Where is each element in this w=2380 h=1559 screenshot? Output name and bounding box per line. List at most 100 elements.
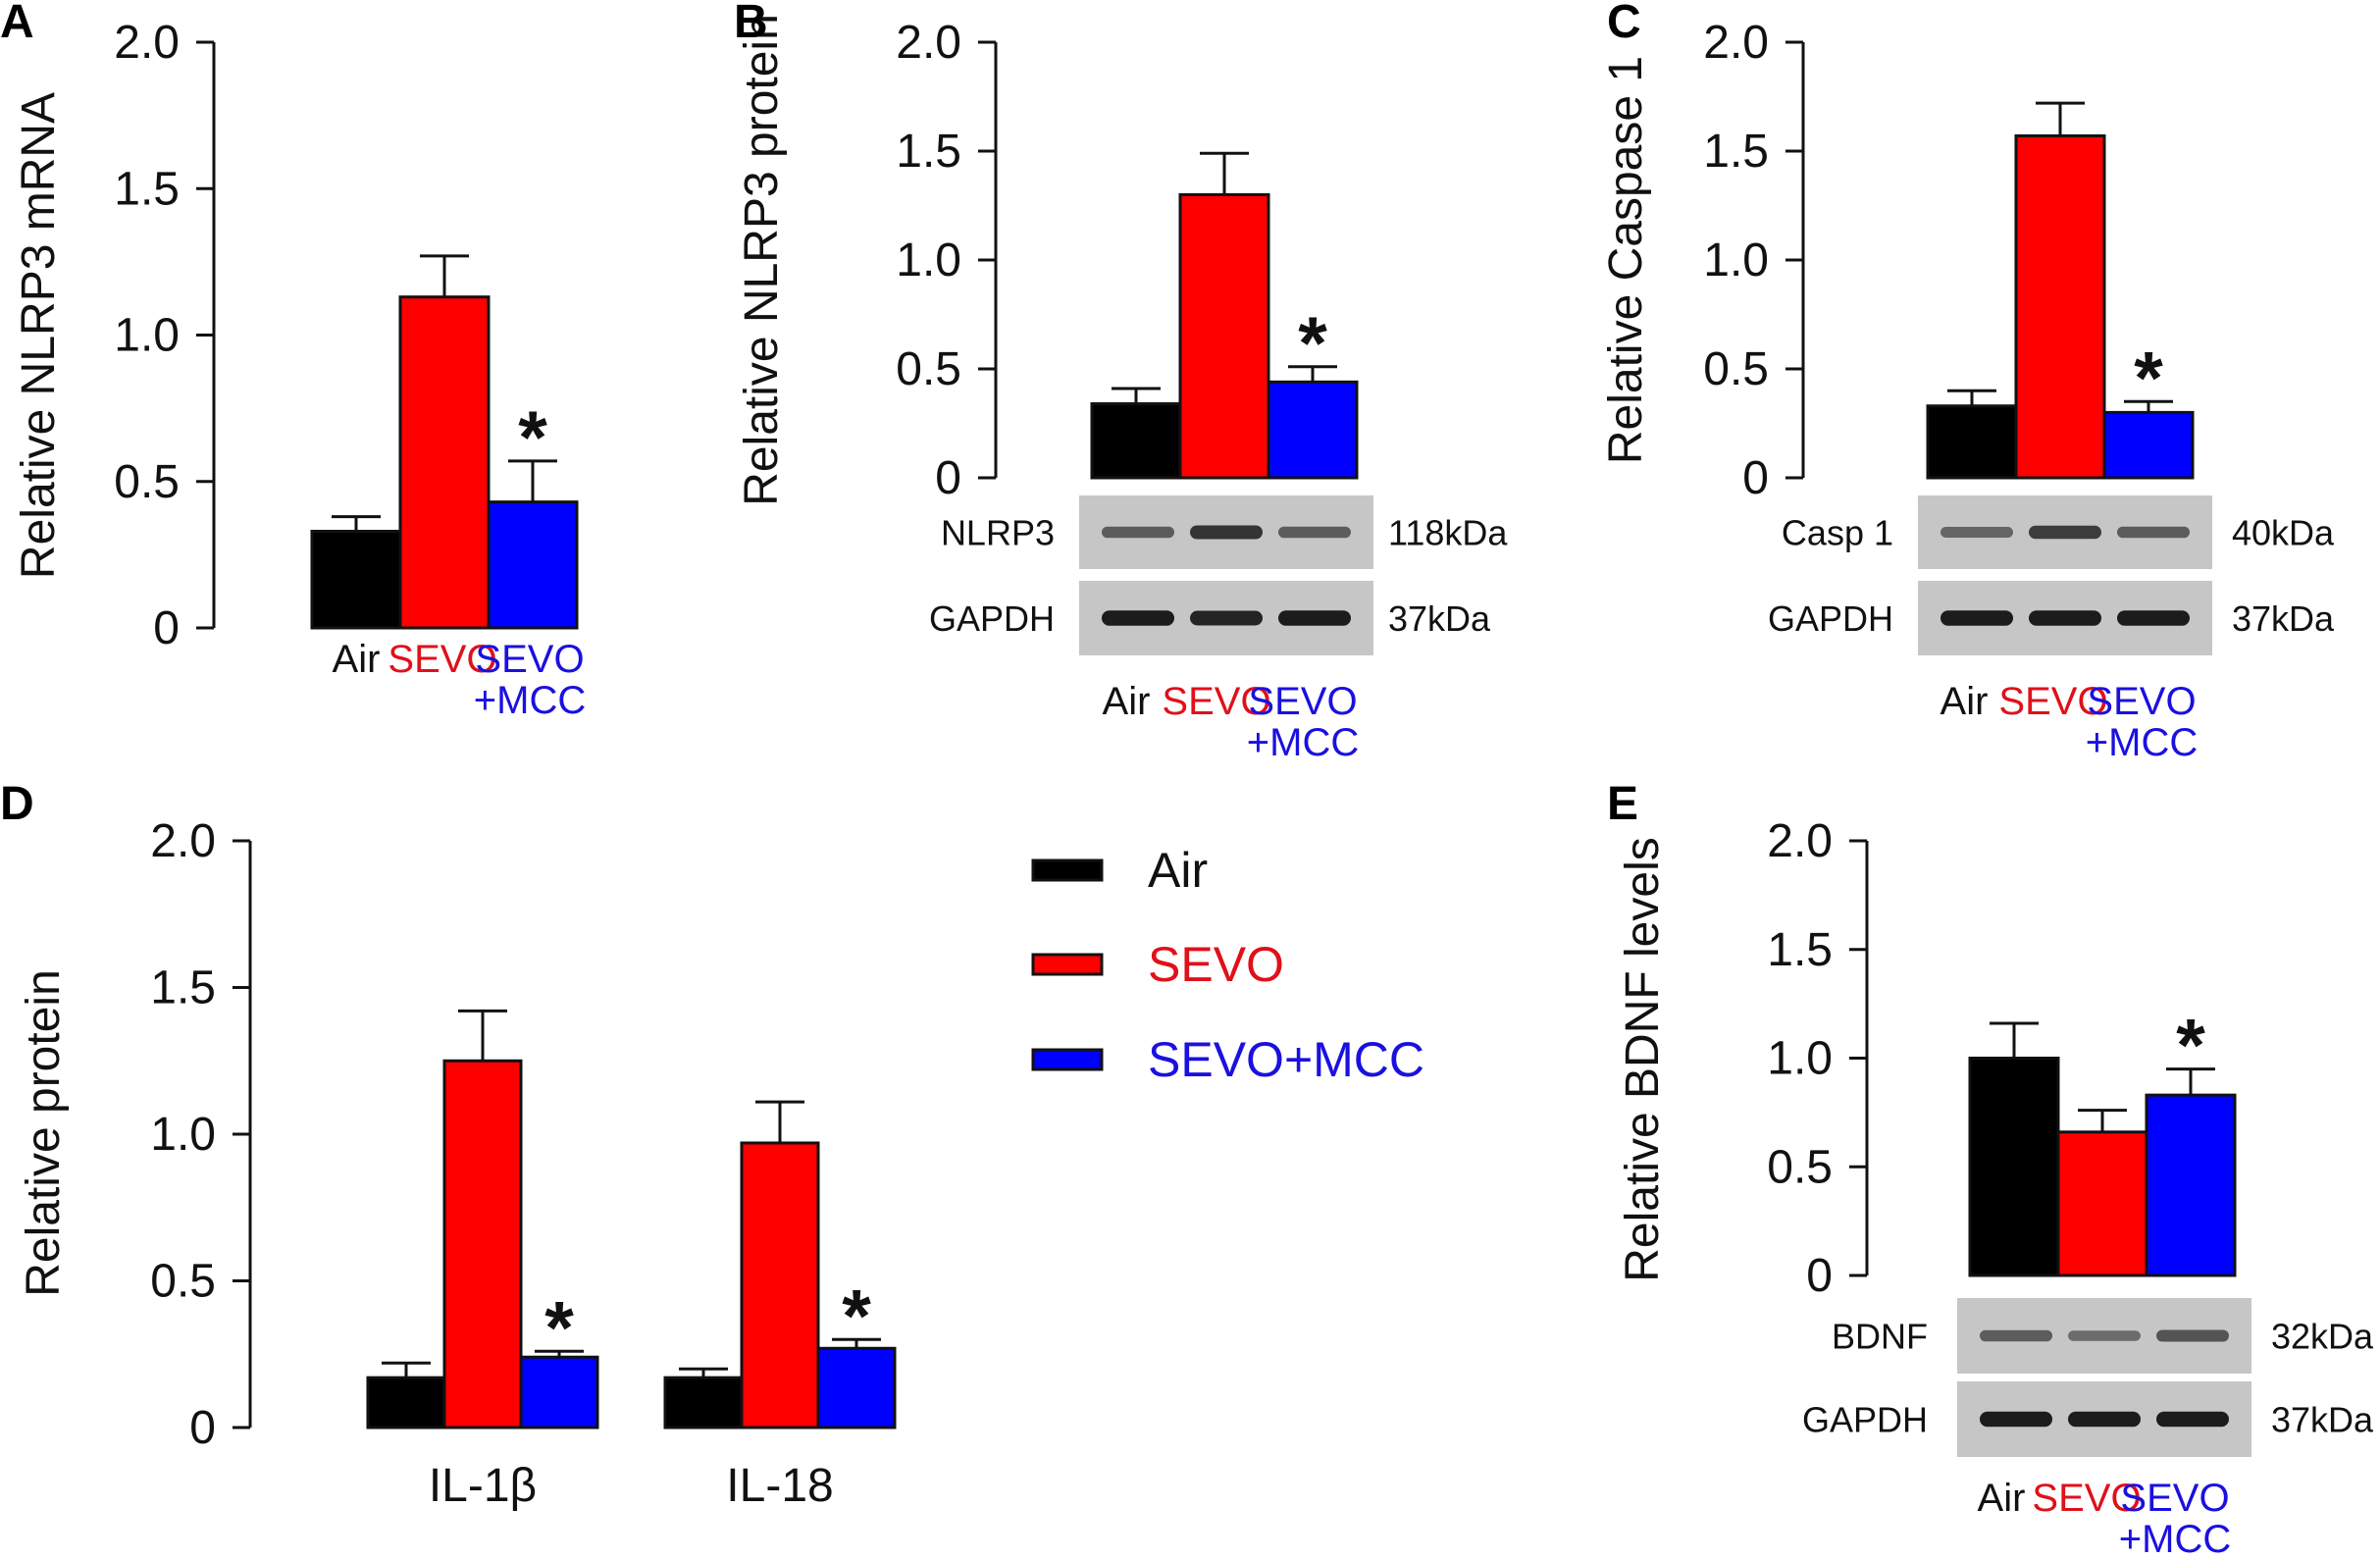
panel-d: 0 0.5 1.0 1.5 2.0 Relative protein D * IL-1β * IL-…	[0, 778, 897, 1512]
y-tick-label: 2.0	[150, 815, 216, 867]
panel-label: E	[1607, 778, 1638, 830]
blot-protein-label: Casp 1	[1782, 513, 1893, 553]
blot-size-label: 32kDa	[2271, 1317, 2374, 1357]
bar	[366, 1376, 446, 1429]
bar	[310, 529, 402, 630]
significance-star: *	[2176, 1005, 2205, 1088]
blot-band	[2117, 610, 2190, 626]
blot-band	[2156, 1329, 2229, 1342]
bar	[1968, 1057, 2060, 1277]
blot-band	[1102, 526, 1174, 539]
x-category-label: SEVO	[2120, 1477, 2229, 1520]
y-tick-label: 0	[1806, 1250, 1833, 1302]
y-tick-label: 0.5	[1767, 1141, 1833, 1193]
significance-star: *	[842, 1274, 871, 1358]
legend-label: SEVO+MCC	[1148, 1032, 1424, 1087]
y-tick-label: 0	[935, 452, 961, 504]
bar	[816, 1346, 897, 1429]
y-tick-label: 0.5	[1703, 343, 1769, 395]
blot-band	[2029, 610, 2101, 626]
y-tick-label: 2.0	[1767, 815, 1833, 867]
y-tick-label: 0	[153, 602, 180, 654]
blot-protein-label: BDNF	[1832, 1317, 1928, 1357]
bar	[1090, 402, 1182, 480]
x-category-label: +MCC	[2119, 1518, 2231, 1559]
legend-label: SEVO	[1148, 937, 1284, 992]
x-category-label: IL-18	[726, 1460, 833, 1512]
panel-label: B	[734, 0, 768, 48]
blot-band	[1278, 526, 1351, 539]
bar	[740, 1141, 820, 1429]
y-tick-label: 1.0	[150, 1109, 216, 1161]
bar	[2102, 410, 2195, 480]
bar	[398, 295, 491, 630]
legend-label: Air	[1148, 843, 1208, 898]
legend: Air SEVO SEVO+MCC	[1031, 843, 1424, 1087]
y-axis-title: Relative NLRP3 mRNA	[13, 92, 65, 579]
x-category-label: +MCC	[1247, 721, 1359, 764]
x-category-label: SEVO	[1998, 680, 2107, 723]
blot-band	[1980, 1329, 2052, 1342]
y-tick-label: 1.5	[114, 163, 180, 215]
blot-band	[2156, 1411, 2229, 1428]
y-tick-label: 1.0	[114, 310, 180, 362]
legend-swatch	[1031, 1048, 1104, 1071]
blot-protein-label: GAPDH	[1802, 1400, 1928, 1440]
y-tick-label: 1.5	[1767, 924, 1833, 976]
blot-band	[2068, 1330, 2141, 1341]
y-axis-title: Relative BDNF levels	[1617, 837, 1669, 1281]
bar	[1926, 404, 2018, 480]
x-category-label: +MCC	[2086, 721, 2198, 764]
bar	[442, 1059, 523, 1429]
x-category-label: SEVO	[2032, 1477, 2141, 1520]
y-tick-label: 1.5	[896, 126, 961, 178]
legend-swatch	[1031, 858, 1104, 882]
x-category-label: +MCC	[474, 679, 586, 722]
bar	[487, 500, 579, 630]
blot-band	[1980, 1411, 2052, 1428]
blot-band	[1940, 527, 2013, 538]
y-tick-label: 2.0	[114, 17, 180, 69]
blot-size-label: 37kDa	[1388, 598, 1491, 639]
y-axis-title: Relative NLRP3 protein	[736, 14, 788, 506]
blot-size-label: 37kDa	[2232, 598, 2335, 639]
x-category-label: Air	[333, 638, 381, 681]
legend-swatch	[1031, 953, 1104, 976]
y-tick-label: 1.5	[1703, 126, 1769, 178]
bar	[1267, 380, 1359, 480]
y-tick-label: 1.0	[1767, 1033, 1833, 1085]
significance-star: *	[544, 1286, 574, 1370]
bar	[2145, 1093, 2237, 1277]
blot-size-label: 40kDa	[2232, 513, 2335, 553]
y-tick-label: 2.0	[1703, 17, 1769, 69]
x-category-label: SEVO	[2087, 680, 2196, 723]
x-category-label: Air	[1978, 1477, 2026, 1520]
blot-protein-label: NLRP3	[941, 513, 1055, 553]
blot-band	[2068, 1411, 2141, 1428]
y-tick-label: 1.0	[896, 234, 961, 286]
blot-band	[1190, 610, 1263, 626]
bar	[2056, 1130, 2148, 1277]
blot-band	[2117, 526, 2190, 539]
x-category-label: Air	[1940, 680, 1989, 723]
bar	[1178, 192, 1270, 480]
y-tick-label: 0.5	[896, 343, 961, 395]
y-tick-label: 0	[189, 1402, 216, 1454]
blot-protein-label: GAPDH	[929, 598, 1055, 639]
y-axis-title: Relative protein	[18, 969, 70, 1297]
blot-band	[1278, 610, 1351, 626]
blot-band	[1940, 610, 2013, 626]
blot-size-label: 37kDa	[2271, 1400, 2374, 1440]
bar	[663, 1376, 744, 1429]
panel-e: 0 0.5 1.0 1.5 2.0 Relative BDNF levels E * BDNF 3…	[1607, 778, 2374, 1559]
y-tick-label: 0.5	[114, 456, 180, 508]
blot-band	[1102, 610, 1174, 626]
y-axis-title: Relative Caspase 1	[1600, 56, 1652, 464]
significance-star: *	[1298, 302, 1327, 386]
panel-label: A	[0, 0, 34, 48]
x-category-label: Air	[1103, 680, 1151, 723]
y-tick-label: 0.5	[150, 1256, 216, 1308]
blot-band	[1190, 525, 1263, 540]
